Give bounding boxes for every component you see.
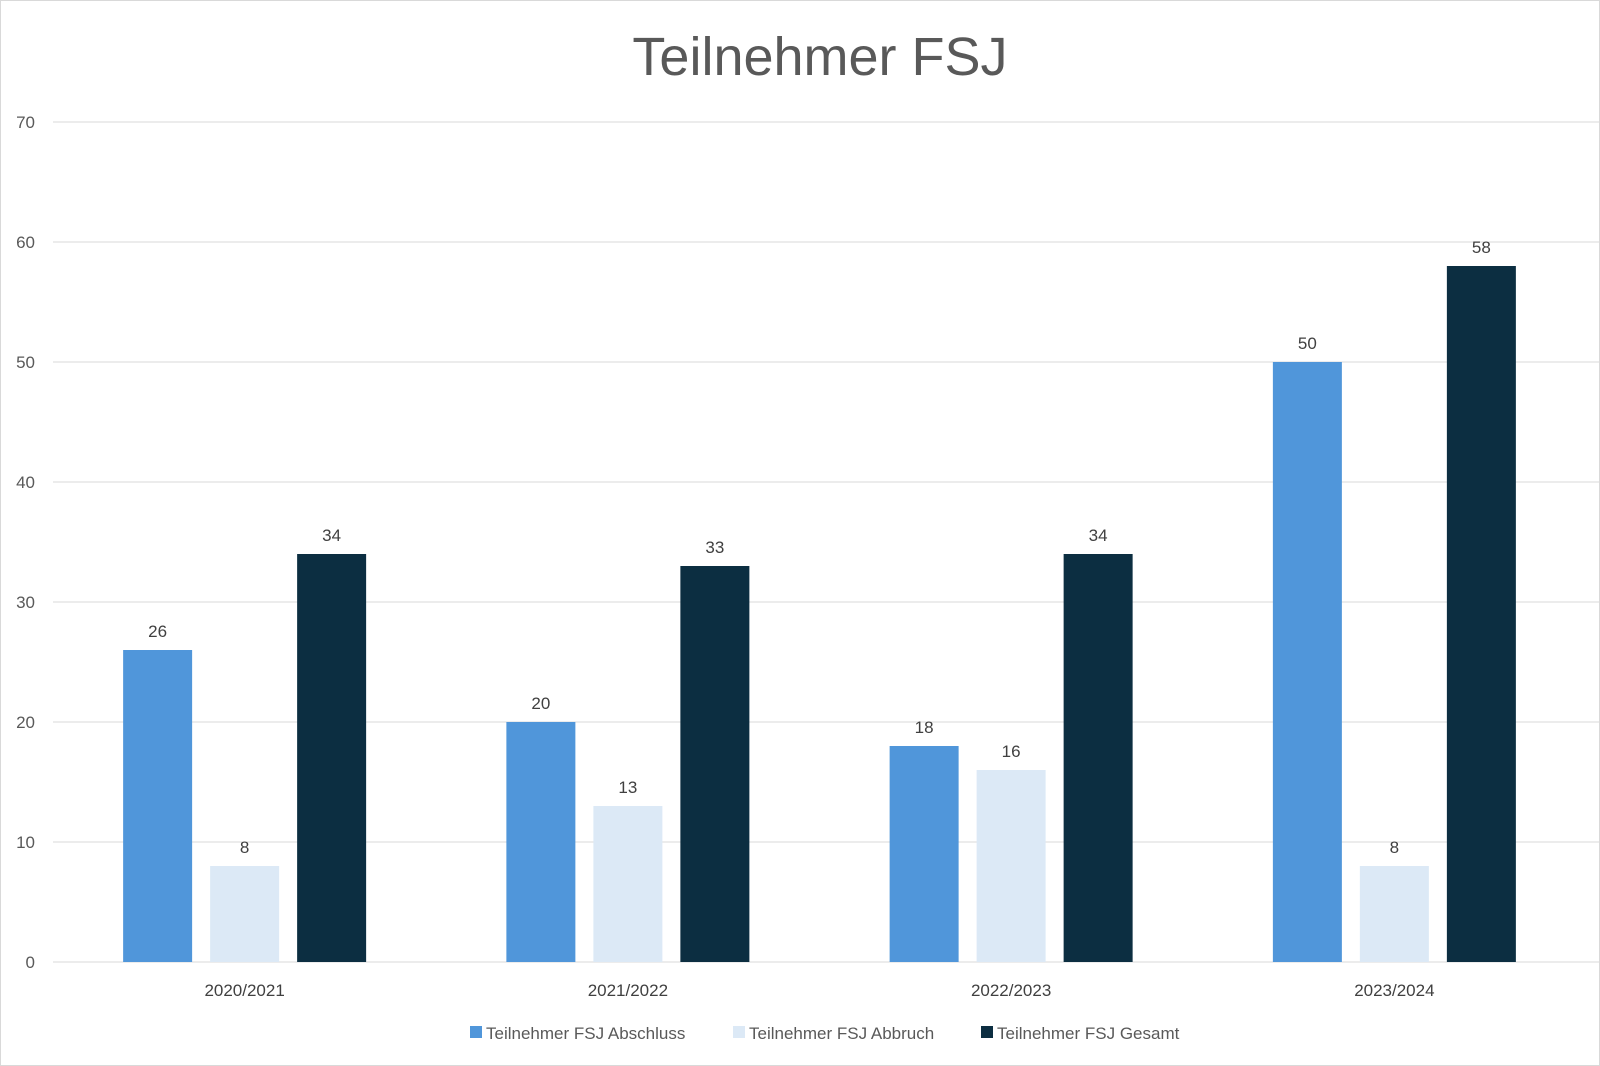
legend-label: Teilnehmer FSJ Gesamt <box>997 1024 1180 1043</box>
data-label: 16 <box>1002 742 1021 761</box>
data-label: 33 <box>705 538 724 557</box>
chart-title: Teilnehmer FSJ <box>632 27 1007 87</box>
legend-label: Teilnehmer FSJ Abschluss <box>486 1024 685 1043</box>
bar <box>1359 866 1429 962</box>
data-label: 8 <box>1390 838 1399 857</box>
bar <box>1063 554 1133 962</box>
y-tick-label: 10 <box>16 833 35 852</box>
y-tick-label: 40 <box>16 473 35 492</box>
data-label: 8 <box>240 838 249 857</box>
x-tick-label: 2021/2022 <box>588 981 668 1000</box>
x-tick-label: 2022/2023 <box>971 981 1051 1000</box>
data-label: 50 <box>1298 334 1317 353</box>
y-axis: 0 10 20 30 40 50 60 70 <box>16 113 35 972</box>
bar <box>506 722 576 962</box>
bar <box>210 866 280 962</box>
bar <box>976 770 1046 962</box>
data-label: 34 <box>1089 526 1108 545</box>
data-label: 26 <box>148 622 167 641</box>
legend-swatch <box>470 1026 482 1038</box>
y-tick-label: 0 <box>26 953 35 972</box>
bar <box>123 650 193 962</box>
legend-swatch <box>733 1026 745 1038</box>
y-tick-label: 20 <box>16 713 35 732</box>
gridlines <box>53 121 1600 963</box>
data-labels: 26 8 34 20 13 33 18 16 34 50 8 58 <box>148 238 1491 857</box>
bar <box>593 806 663 962</box>
x-tick-label: 2020/2021 <box>204 981 284 1000</box>
y-tick-label: 70 <box>16 113 35 132</box>
bar <box>680 566 750 962</box>
bars <box>123 266 1516 962</box>
legend-label: Teilnehmer FSJ Abbruch <box>749 1024 934 1043</box>
legend: Teilnehmer FSJ Abschluss Teilnehmer FSJ A… <box>470 1024 1180 1043</box>
bar <box>889 746 959 962</box>
y-tick-label: 50 <box>16 353 35 372</box>
data-label: 58 <box>1472 238 1491 257</box>
bar <box>297 554 367 962</box>
data-label: 20 <box>531 694 550 713</box>
bar <box>1446 266 1516 962</box>
x-tick-label: 2023/2024 <box>1354 981 1434 1000</box>
y-tick-label: 30 <box>16 593 35 612</box>
data-label: 18 <box>915 718 934 737</box>
data-label: 13 <box>618 778 637 797</box>
data-label: 34 <box>322 526 341 545</box>
legend-swatch <box>981 1026 993 1038</box>
bar <box>1272 362 1342 962</box>
y-tick-label: 60 <box>16 233 35 252</box>
x-axis: 2020/2021 2021/2022 2022/2023 2023/2024 <box>204 981 1434 1000</box>
